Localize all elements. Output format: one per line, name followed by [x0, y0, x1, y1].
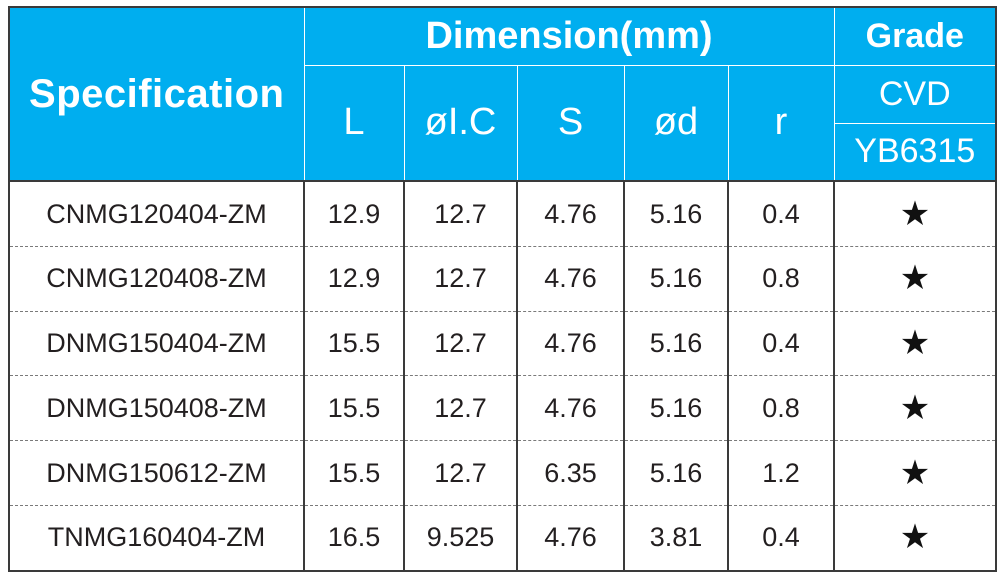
cell-l: 16.5 — [303, 505, 405, 572]
table-header: Specification Dimension(mm) Grade L øI.C… — [8, 6, 998, 182]
cell-spec: CNMG120404-ZM — [8, 181, 305, 248]
cell-s: 4.76 — [516, 246, 625, 312]
cell-l: 15.5 — [303, 440, 405, 506]
table-row: DNMG150408-ZM 15.5 12.7 4.76 5.16 0.8 ★ — [8, 375, 998, 442]
cell-spec: DNMG150404-ZM — [8, 311, 305, 377]
header-dimension: Dimension(mm) — [303, 6, 835, 66]
header-col-l: L — [303, 64, 405, 182]
cell-s: 6.35 — [516, 440, 625, 506]
table-body: CNMG120404-ZM 12.9 12.7 4.76 5.16 0.4 ★ … — [8, 181, 998, 572]
cell-ic: 12.7 — [403, 311, 518, 377]
cell-d: 5.16 — [623, 246, 729, 312]
cell-d: 5.16 — [623, 440, 729, 506]
cell-spec: DNMG150612-ZM — [8, 440, 305, 506]
cell-l: 12.9 — [303, 181, 405, 248]
cell-ic: 12.7 — [403, 440, 518, 506]
cell-d: 3.81 — [623, 505, 729, 572]
table-row: CNMG120404-ZM 12.9 12.7 4.76 5.16 0.4 ★ — [8, 181, 998, 248]
cell-spec: TNMG160404-ZM — [8, 505, 305, 572]
cell-grade: ★ — [833, 505, 998, 572]
cell-r: 0.4 — [726, 311, 836, 377]
cell-ic: 12.7 — [403, 181, 518, 248]
table-row: DNMG150404-ZM 15.5 12.7 4.76 5.16 0.4 ★ — [8, 311, 998, 377]
table-row: TNMG160404-ZM 16.5 9.525 4.76 3.81 0.4 ★ — [8, 505, 998, 572]
cell-r: 1.2 — [726, 440, 836, 506]
cell-l: 15.5 — [303, 375, 405, 442]
table-row: CNMG120408-ZM 12.9 12.7 4.76 5.16 0.8 ★ — [8, 246, 998, 312]
header-col-s: S — [516, 64, 625, 182]
cell-l: 15.5 — [303, 311, 405, 377]
cell-ic: 12.7 — [403, 375, 518, 442]
star-icon: ★ — [899, 518, 931, 557]
cell-r: 0.4 — [726, 181, 836, 248]
cell-d: 5.16 — [623, 181, 729, 248]
star-icon: ★ — [899, 453, 931, 492]
star-icon: ★ — [899, 194, 931, 233]
star-icon: ★ — [899, 259, 931, 298]
cell-d: 5.16 — [623, 311, 729, 377]
header-specification: Specification — [8, 6, 305, 182]
header-col-d: ød — [623, 64, 729, 182]
header-col-ic: øI.C — [403, 64, 518, 182]
cell-d: 5.16 — [623, 375, 729, 442]
insert-spec-table: Specification Dimension(mm) Grade L øI.C… — [8, 6, 998, 572]
star-icon: ★ — [899, 388, 931, 427]
cell-ic: 9.525 — [403, 505, 518, 572]
header-grade-code: YB6315 — [833, 122, 998, 182]
cell-s: 4.76 — [516, 375, 625, 442]
table-row: DNMG150612-ZM 15.5 12.7 6.35 5.16 1.2 ★ — [8, 440, 998, 506]
cell-grade: ★ — [833, 375, 998, 442]
cell-r: 0.4 — [726, 505, 836, 572]
star-icon: ★ — [899, 324, 931, 363]
cell-spec: CNMG120408-ZM — [8, 246, 305, 312]
cell-grade: ★ — [833, 246, 998, 312]
cell-s: 4.76 — [516, 311, 625, 377]
header-grade-type: CVD — [833, 64, 998, 124]
cell-s: 4.76 — [516, 181, 625, 248]
header-col-r: r — [727, 64, 835, 182]
cell-grade: ★ — [833, 440, 998, 506]
cell-r: 0.8 — [726, 246, 836, 312]
cell-s: 4.76 — [516, 505, 625, 572]
cell-ic: 12.7 — [403, 246, 518, 312]
cell-grade: ★ — [833, 181, 998, 248]
cell-l: 12.9 — [303, 246, 405, 312]
header-grade: Grade — [833, 6, 998, 66]
cell-grade: ★ — [833, 311, 998, 377]
cell-r: 0.8 — [726, 375, 836, 442]
cell-spec: DNMG150408-ZM — [8, 375, 305, 442]
